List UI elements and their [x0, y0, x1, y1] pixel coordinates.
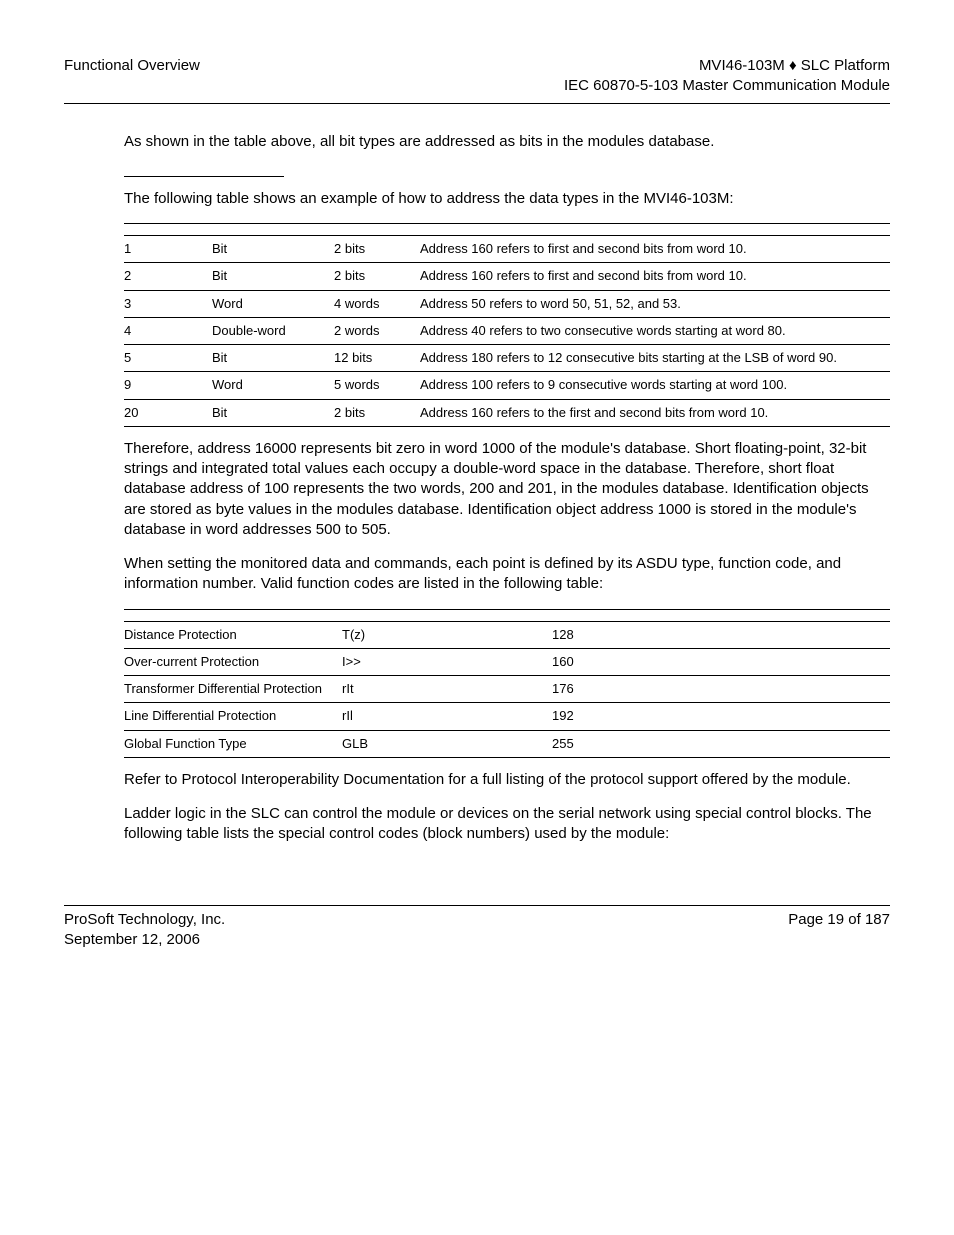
table-row: Global Function Type GLB 255: [124, 730, 890, 757]
page-content: As shown in the table above, all bit typ…: [124, 104, 890, 845]
cell-size: 2 words: [334, 317, 420, 344]
cell-name: Line Differential Protection: [124, 703, 342, 730]
cell-id: 4: [124, 317, 212, 344]
header-subtitle: IEC 60870-5-103 Master Communication Mod…: [564, 76, 890, 96]
cell-code: I>>: [342, 648, 552, 675]
footer-divider: [64, 905, 890, 906]
cell-num: 160: [552, 648, 890, 675]
cell-code: rIl: [342, 703, 552, 730]
cell-num: 128: [552, 621, 890, 648]
cell-desc: Address 100 refers to 9 consecutive word…: [420, 372, 890, 399]
cell-type: Double-word: [212, 317, 334, 344]
cell-desc: Address 160 refers to the first and seco…: [420, 399, 890, 426]
cell-type: Bit: [212, 236, 334, 263]
cell-id: 1: [124, 236, 212, 263]
cell-num: 255: [552, 730, 890, 757]
table-row: Over-current Protection I>> 160: [124, 648, 890, 675]
paragraph-interop: Refer to Protocol Interoperability Docum…: [124, 770, 890, 790]
table-row: 4 Double-word 2 words Address 40 refers …: [124, 317, 890, 344]
cell-type: Bit: [212, 345, 334, 372]
cell-num: 192: [552, 703, 890, 730]
paragraph-intro: As shown in the table above, all bit typ…: [124, 132, 890, 152]
table-row: Distance Protection T(z) 128: [124, 621, 890, 648]
table-row: Line Differential Protection rIl 192: [124, 703, 890, 730]
cell-size: 2 bits: [334, 236, 420, 263]
cell-type: Word: [212, 290, 334, 317]
cell-type: Word: [212, 372, 334, 399]
cell-size: 12 bits: [334, 345, 420, 372]
cell-id: 20: [124, 399, 212, 426]
cell-desc: Address 50 refers to word 50, 51, 52, an…: [420, 290, 890, 317]
page-footer: ProSoft Technology, Inc. September 12, 2…: [64, 905, 890, 951]
cell-code: rIt: [342, 676, 552, 703]
table-row: 5 Bit 12 bits Address 180 refers to 12 c…: [124, 345, 890, 372]
addressing-table: 1 Bit 2 bits Address 160 refers to first…: [124, 223, 890, 427]
cell-name: Over-current Protection: [124, 648, 342, 675]
cell-size: 4 words: [334, 290, 420, 317]
page-header: Functional Overview MVI46-103M ♦ SLC Pla…: [64, 56, 890, 97]
cell-id: 5: [124, 345, 212, 372]
cell-id: 3: [124, 290, 212, 317]
footer-date: September 12, 2006: [64, 930, 225, 950]
paragraph-table1-intro: The following table shows an example of …: [124, 189, 890, 209]
cell-desc: Address 160 refers to first and second b…: [420, 263, 890, 290]
footer-left: ProSoft Technology, Inc. September 12, 2…: [64, 910, 225, 951]
header-product: MVI46-103M ♦ SLC Platform: [564, 56, 890, 76]
cell-name: Global Function Type: [124, 730, 342, 757]
cell-type: Bit: [212, 263, 334, 290]
table-row: 1 Bit 2 bits Address 160 refers to first…: [124, 236, 890, 263]
cell-desc: Address 160 refers to first and second b…: [420, 236, 890, 263]
cell-name: Transformer Differential Protection: [124, 676, 342, 703]
cell-desc: Address 180 refers to 12 consecutive bit…: [420, 345, 890, 372]
cell-type: Bit: [212, 399, 334, 426]
table-row: 2 Bit 2 bits Address 160 refers to first…: [124, 263, 890, 290]
table-row: 3 Word 4 words Address 50 refers to word…: [124, 290, 890, 317]
cell-id: 9: [124, 372, 212, 399]
cell-size: 2 bits: [334, 399, 420, 426]
header-right: MVI46-103M ♦ SLC Platform IEC 60870-5-10…: [564, 56, 890, 97]
cell-size: 2 bits: [334, 263, 420, 290]
function-code-table: Distance Protection T(z) 128 Over-curren…: [124, 609, 890, 758]
cell-code: T(z): [342, 621, 552, 648]
table-row: Transformer Differential Protection rIt …: [124, 676, 890, 703]
section-short-divider: [124, 176, 284, 177]
cell-name: Distance Protection: [124, 621, 342, 648]
paragraph-ladder: Ladder logic in the SLC can control the …: [124, 804, 890, 845]
table-row: 20 Bit 2 bits Address 160 refers to the …: [124, 399, 890, 426]
cell-id: 2: [124, 263, 212, 290]
cell-size: 5 words: [334, 372, 420, 399]
paragraph-explanation: Therefore, address 16000 represents bit …: [124, 439, 890, 540]
cell-num: 176: [552, 676, 890, 703]
cell-code: GLB: [342, 730, 552, 757]
header-left: Functional Overview: [64, 56, 200, 76]
footer-company: ProSoft Technology, Inc.: [64, 910, 225, 930]
footer-page: Page 19 of 187: [788, 910, 890, 951]
table-row: 9 Word 5 words Address 100 refers to 9 c…: [124, 372, 890, 399]
cell-desc: Address 40 refers to two consecutive wor…: [420, 317, 890, 344]
paragraph-table2-intro: When setting the monitored data and comm…: [124, 554, 890, 595]
